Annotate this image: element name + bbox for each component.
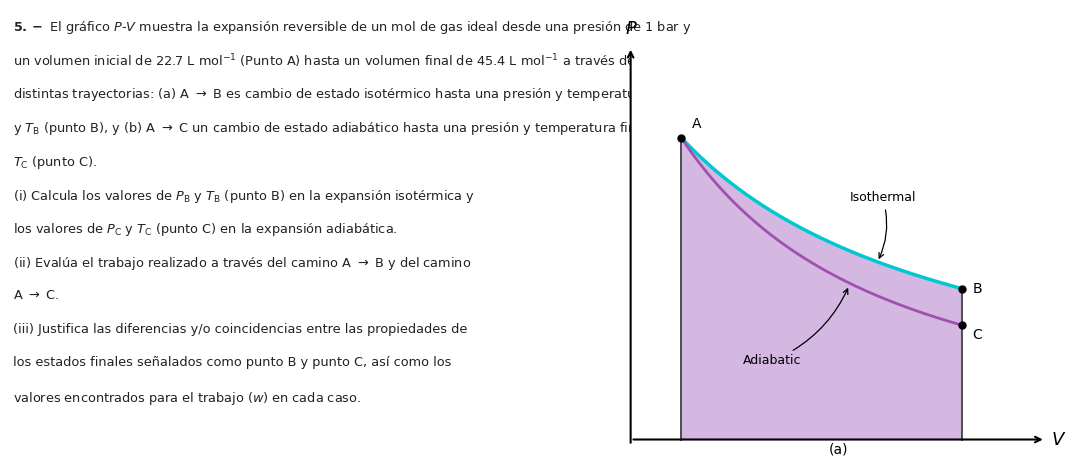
- Text: y $T_\mathrm{B}$ (punto B), y (b) A $\rightarrow$ C un cambio de estado adiabáti: y $T_\mathrm{B}$ (punto B), y (b) A $\ri…: [13, 120, 679, 137]
- Text: (ii) Evalúa el trabajo realizado a través del camino A $\rightarrow$ B y del cam: (ii) Evalúa el trabajo realizado a travé…: [13, 255, 471, 272]
- Text: (a): (a): [828, 443, 848, 456]
- Text: valores encontrados para el trabajo ($w$) en cada caso.: valores encontrados para el trabajo ($w$…: [13, 390, 361, 407]
- Text: (i) Calcula los valores de $P_\mathrm{B}$ y $T_\mathrm{B}$ (punto B) en la expan: (i) Calcula los valores de $P_\mathrm{B}…: [13, 188, 475, 204]
- Text: P: P: [625, 20, 636, 38]
- Text: Isothermal: Isothermal: [849, 191, 916, 258]
- Text: B: B: [972, 281, 982, 295]
- Polygon shape: [681, 137, 962, 439]
- Text: Adiabatic: Adiabatic: [743, 289, 847, 368]
- Text: V: V: [1051, 431, 1064, 448]
- Text: (iii) Justifica las diferencias y/o coincidencias entre las propiedades de: (iii) Justifica las diferencias y/o coin…: [13, 323, 467, 336]
- Text: A $\rightarrow$ C.: A $\rightarrow$ C.: [13, 289, 59, 302]
- Text: A: A: [692, 117, 702, 131]
- Text: los estados finales señalados como punto B y punto C, así como los: los estados finales señalados como punto…: [13, 356, 452, 370]
- Text: $T_\mathrm{C}$ (punto C).: $T_\mathrm{C}$ (punto C).: [13, 154, 97, 171]
- Text: C: C: [972, 328, 982, 342]
- Text: $\mathbf{5.-}$ El gráfico $P$-$V$ muestra la expansión reversible de un mol de g: $\mathbf{5.-}$ El gráfico $P$-$V$ muestr…: [13, 19, 691, 36]
- Text: los valores de $P_\mathrm{C}$ y $T_\mathrm{C}$ (punto C) en la expansión adiabát: los valores de $P_\mathrm{C}$ y $T_\math…: [13, 221, 398, 238]
- Text: distintas trayectorias: (a) A $\rightarrow$ B es cambio de estado isotérmico has: distintas trayectorias: (a) A $\rightarr…: [13, 86, 699, 103]
- Text: un volumen inicial de 22.7 L mol$^{-1}$ (Punto A) hasta un volumen final de 45.4: un volumen inicial de 22.7 L mol$^{-1}$ …: [13, 53, 663, 70]
